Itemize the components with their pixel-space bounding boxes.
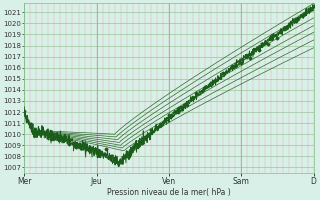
X-axis label: Pression niveau de la mer( hPa ): Pression niveau de la mer( hPa ) [107, 188, 231, 197]
